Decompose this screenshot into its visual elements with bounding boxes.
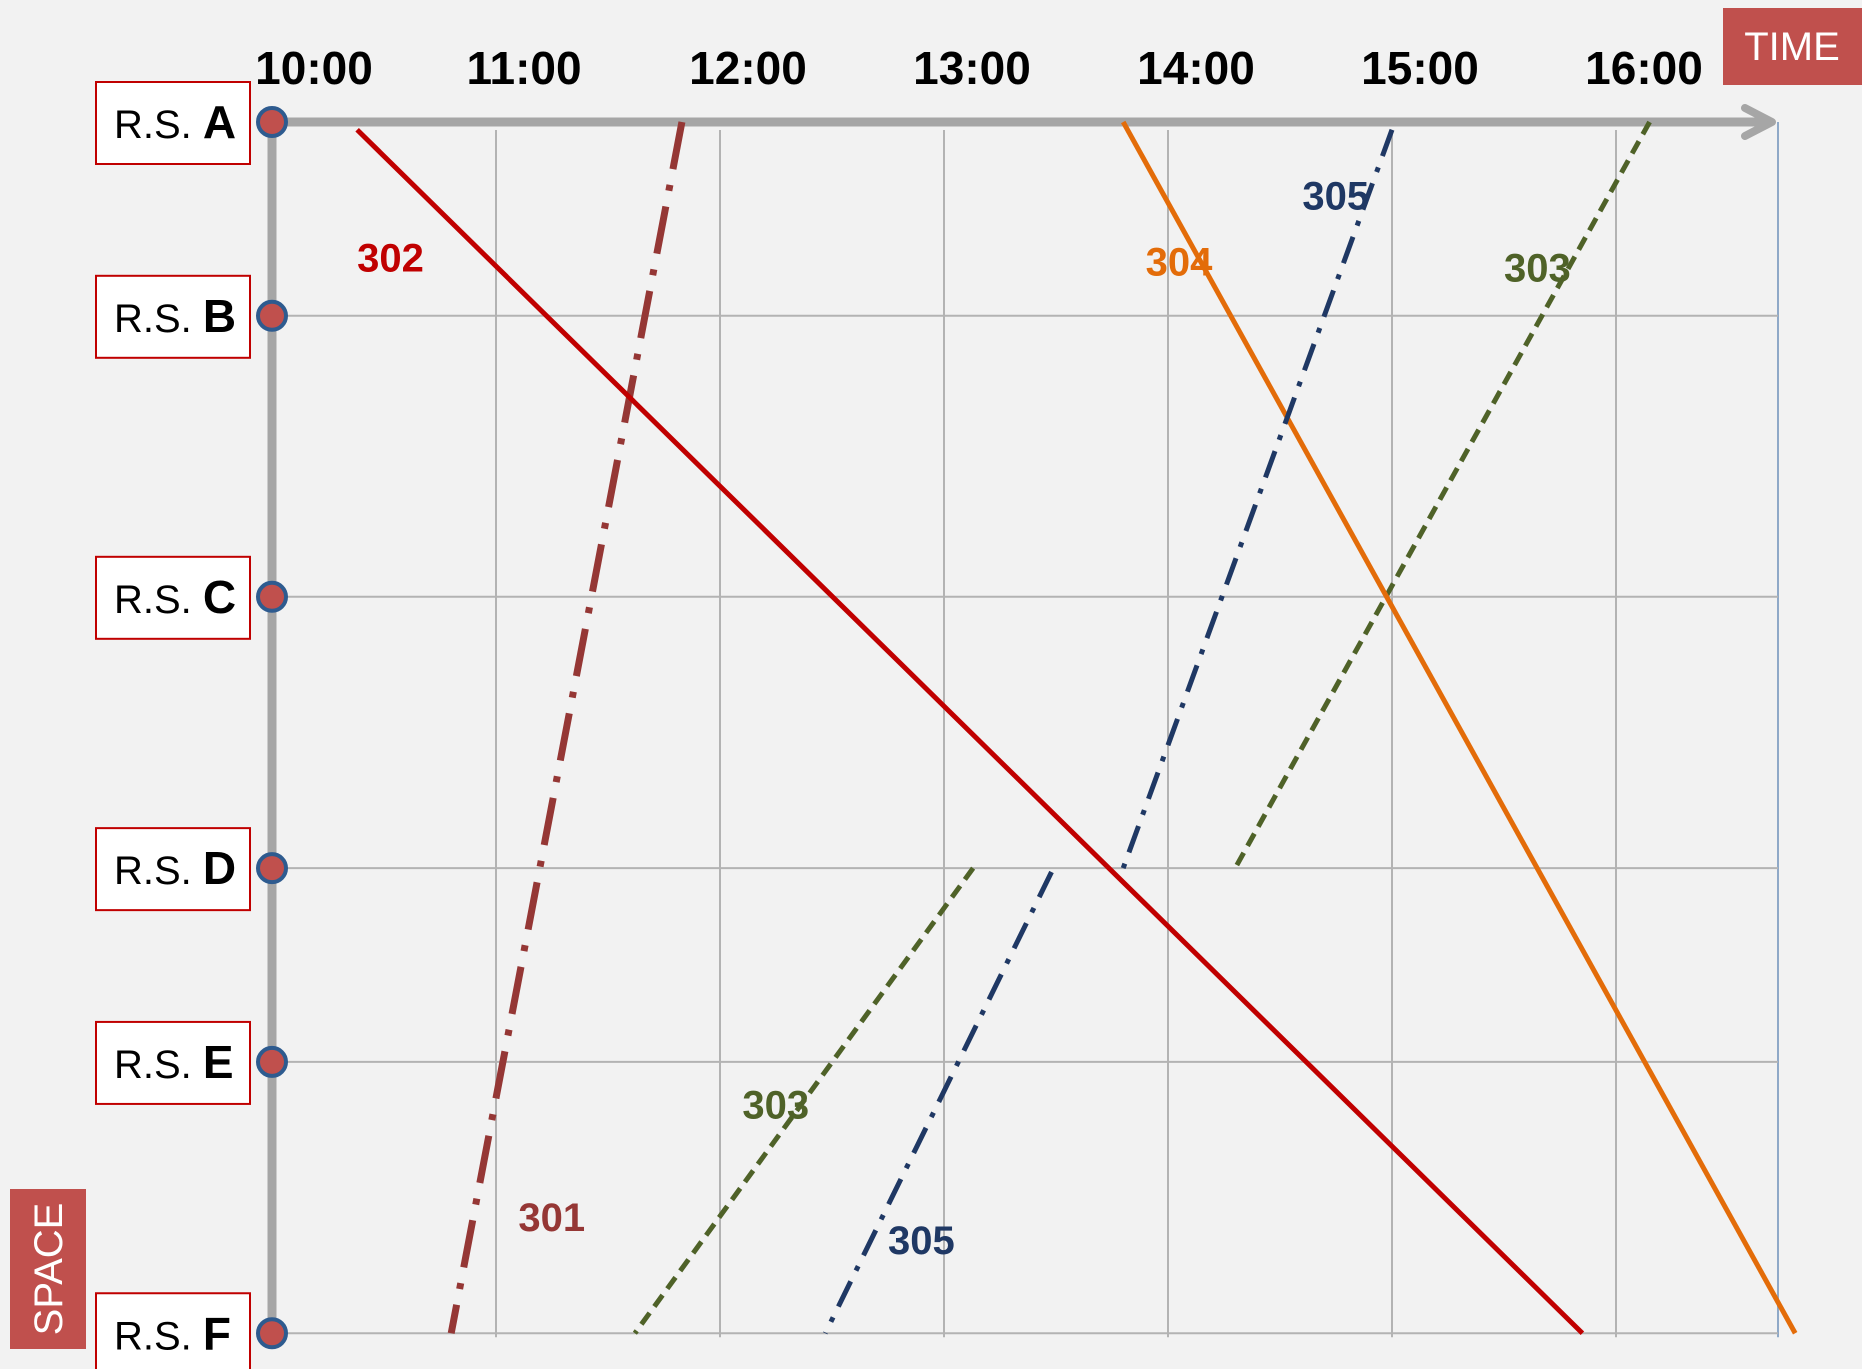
train-302-label: 302 [357,237,424,281]
station-f-label: R.S. F [95,1292,251,1369]
station-prefix: R.S. [114,103,203,147]
station-letter: C [203,571,236,623]
train-304-line [1121,120,1798,1335]
train-305-label: 305 [888,1219,955,1263]
station-label-text: R.S. E [114,1036,234,1088]
station-prefix: R.S. [114,849,203,893]
station-label-text: R.S. C [114,571,236,623]
station-e-marker [256,1045,288,1078]
station-label-box [95,827,251,912]
time-axis-tag: TIME [1723,8,1862,85]
station-b-marker [256,299,288,332]
station-b-label: R.S. B [95,274,251,359]
station-label-box [95,274,251,359]
train-303-label: 303 [742,1084,809,1128]
space-axis-label: SPACE [27,1203,71,1336]
train-301-line [447,121,686,1334]
station-letter: F [203,1307,231,1359]
station-a-label: R.S. A [95,81,251,165]
station-prefix: R.S. [114,297,203,341]
station-label-text: R.S. B [114,290,236,342]
station-letter: D [203,842,236,894]
train-303-line [1233,120,1652,870]
train-302-line [355,127,1585,1336]
station-d-label: R.S. D [95,827,251,912]
station-label-box [95,555,251,640]
station-letter: E [203,1036,234,1088]
train-301-label: 301 [518,1196,585,1240]
x-tick-label: 16:00 [1585,42,1703,94]
station-prefix: R.S. [114,1314,203,1358]
x-tick-label: 15:00 [1361,42,1479,94]
train-305-line [823,870,1054,1335]
train-305-label: 305 [1302,175,1369,219]
station-prefix: R.S. [114,1043,203,1087]
series-layer [355,120,1798,1336]
station-label-box [95,1020,251,1105]
time-axis-arrowhead [1741,104,1776,140]
station-c-label: R.S. C [95,555,251,640]
station-prefix: R.S. [114,578,203,622]
train-303-label: 303 [1504,246,1571,290]
station-label-text: R.S. A [114,96,236,148]
station-a-marker [256,106,288,138]
space-tag-background [10,1189,86,1349]
x-tick-label: 13:00 [913,42,1031,94]
space-axis-tag: SPACE [10,1189,86,1349]
train-304-label: 304 [1146,241,1213,285]
x-tick-label: 12:00 [689,42,807,94]
x-tick-label: 14:00 [1137,42,1255,94]
station-letter: B [203,290,236,342]
station-label-box [95,1292,251,1369]
time-axis-label: TIME [1744,25,1840,69]
station-f-marker [256,1317,288,1350]
train-303-line [632,866,976,1335]
station-label-box [95,81,251,165]
station-layer: R.S. AR.S. BR.S. CR.S. DR.S. ER.S. F [95,81,288,1369]
train-305-line [1120,128,1395,869]
time-tag-background [1723,8,1862,85]
grid-layer [272,122,1779,1338]
label-layer: 10:00 11:00 12:00 13:00 14:00 15:00 16:00 301 30… [255,42,1703,1263]
station-label-text: R.S. D [114,842,236,894]
x-tick-label: 11:00 [466,42,581,94]
station-letter: A [203,96,236,148]
station-label-text: R.S. F [114,1307,231,1359]
station-c-marker [256,580,288,613]
station-e-label: R.S. E [95,1020,251,1105]
x-tick-label: 10:00 [255,42,373,94]
station-d-marker [256,852,288,885]
